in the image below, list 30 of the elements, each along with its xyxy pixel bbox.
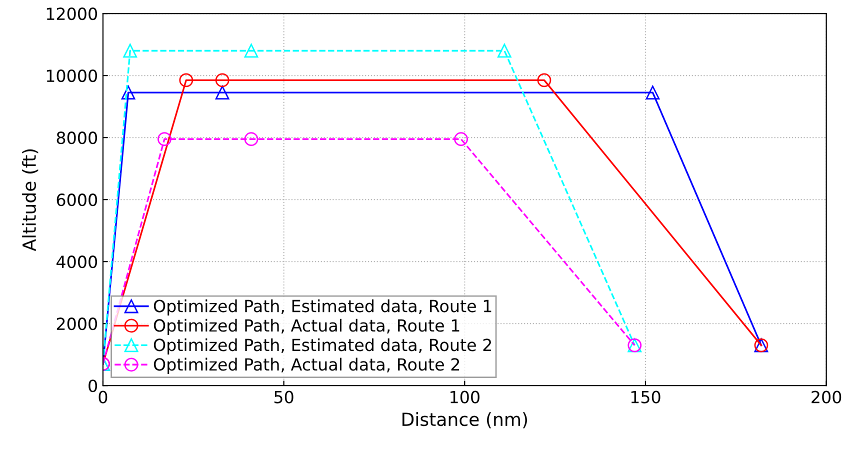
point [646, 86, 660, 100]
y-tick-label: 0 [88, 380, 98, 392]
y-tick-label: 2000 [56, 318, 97, 330]
x-tick-label: 200 [812, 390, 842, 404]
x-axis-title: Distance (nm) [402, 412, 527, 428]
point [179, 73, 194, 88]
point [537, 73, 552, 88]
point [497, 44, 512, 58]
x-tick-label: 100 [450, 390, 480, 404]
y-tick-label: 4000 [56, 256, 97, 268]
x-tick-label: 150 [631, 390, 660, 404]
point [244, 44, 258, 58]
point [158, 132, 172, 146]
x-tick-label: 0 [98, 390, 108, 404]
point [244, 132, 258, 146]
legend-label: Optimized Path, Actual data, Route 2 [154, 358, 460, 374]
legend-label: Optimized Path, Actual data, Route 1 [154, 318, 460, 336]
y-tick-label: 6000 [56, 194, 97, 206]
point [123, 44, 138, 58]
y-axis-title: Altitude (ft) [22, 149, 38, 252]
y-tick-label: 8000 [56, 132, 97, 144]
point [215, 86, 230, 100]
y-tick-label: 10000 [46, 70, 97, 82]
y-tick-label: 12000 [46, 7, 97, 20]
point [454, 132, 468, 146]
legend-label: Optimized Path, Estimated data, Route 1 [154, 299, 492, 316]
legend-label: Optimized Path, Estimated data, Route 2 [154, 338, 492, 354]
point [215, 73, 230, 88]
x-tick-label: 50 [274, 390, 294, 404]
point [121, 86, 136, 100]
